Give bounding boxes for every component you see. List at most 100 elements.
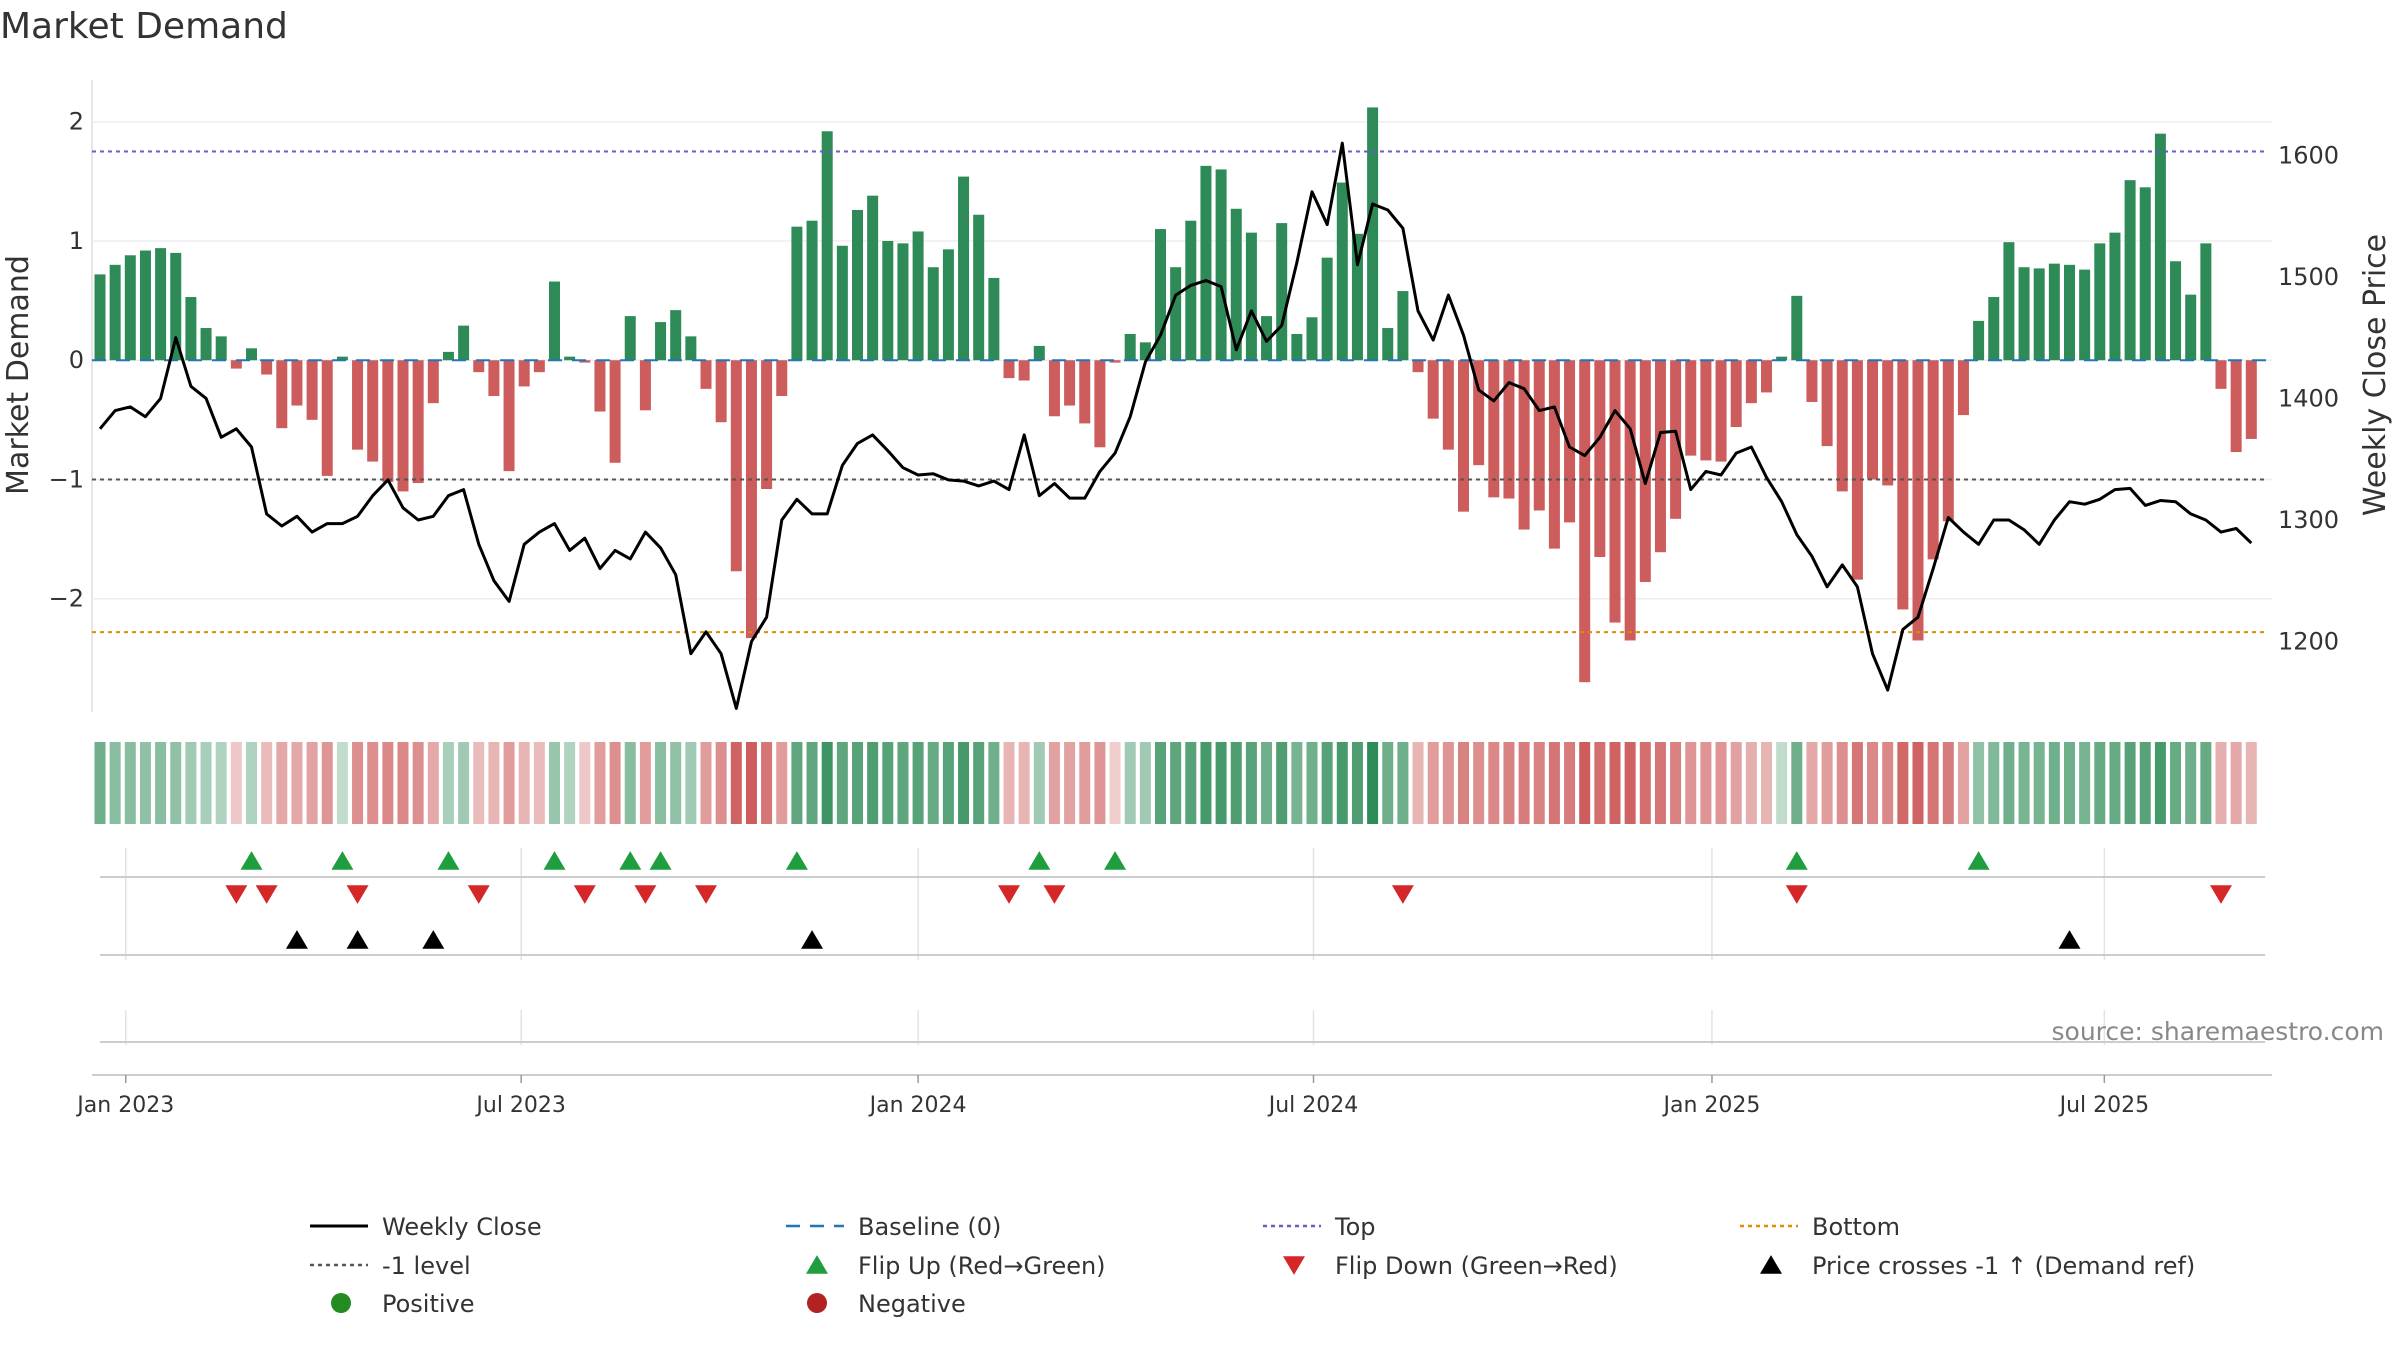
demand-bar xyxy=(109,264,121,361)
legend-label: Flip Up (Red→Green) xyxy=(858,1252,1106,1280)
demand-bar xyxy=(1200,165,1212,361)
demand-bar xyxy=(1124,333,1136,361)
demand-bar xyxy=(1458,360,1469,512)
demand-strip-cell xyxy=(1533,742,1545,824)
demand-bar xyxy=(442,351,454,361)
y-tick-label: −2 xyxy=(49,585,84,613)
demand-strip-cell xyxy=(124,742,136,824)
demand-bar xyxy=(1821,360,1833,447)
demand-strip-cell xyxy=(230,742,242,824)
flip-down-marker xyxy=(573,885,596,904)
legend-swatch xyxy=(806,1255,828,1274)
demand-bar xyxy=(1942,360,1954,522)
demand-strip-cell xyxy=(1442,742,1454,824)
demand-bar xyxy=(1473,360,1485,466)
demand-bar xyxy=(1048,360,1060,417)
demand-bar xyxy=(1867,360,1879,480)
legend-item: Baseline (0) xyxy=(786,1213,1001,1241)
demand-strip-cell xyxy=(1973,742,1985,824)
demand-strip-cell xyxy=(2215,742,2227,824)
legend-label: Baseline (0) xyxy=(858,1213,1001,1241)
demand-strip-cell xyxy=(1579,742,1591,824)
demand-strip-cell xyxy=(836,742,848,824)
demand-strip-cell xyxy=(1397,742,1409,824)
demand-strip-cell xyxy=(1851,742,1863,824)
price-cross-marker xyxy=(285,930,308,949)
demand-bar xyxy=(261,360,273,375)
demand-bar xyxy=(2245,360,2257,439)
demand-strip-cell xyxy=(1745,742,1757,824)
chart-title: Market Demand xyxy=(0,6,288,47)
demand-strip-cell xyxy=(518,742,530,824)
flip-down-marker xyxy=(1785,885,1808,904)
demand-strip-cell xyxy=(1336,742,1348,824)
y-tick-label: 0 xyxy=(69,346,84,374)
demand-strip-cell xyxy=(1488,742,1500,824)
demand-bar xyxy=(397,360,409,492)
demand-strip-cell xyxy=(927,742,939,824)
flip-down-marker xyxy=(2210,885,2232,904)
demand-strip-cell xyxy=(2003,742,2015,824)
demand-bar xyxy=(2200,243,2212,361)
demand-bar xyxy=(215,336,227,361)
demand-strip-cell xyxy=(155,742,167,824)
demand-bar xyxy=(700,360,712,389)
demand-bar xyxy=(1306,317,1318,361)
demand-strip-cell xyxy=(1033,742,1045,824)
demand-bar xyxy=(352,360,364,450)
demand-bar xyxy=(988,277,1000,361)
demand-strip-cell xyxy=(1927,742,1939,824)
flip-down-marker xyxy=(467,885,490,904)
demand-bar xyxy=(973,214,985,361)
legend-swatch xyxy=(1760,1255,1782,1274)
demand-bar xyxy=(1215,169,1227,361)
flip-down-marker xyxy=(225,885,248,904)
demand-strip-cell xyxy=(1139,742,1151,824)
demand-bar xyxy=(1033,345,1045,361)
demand-strip-cell xyxy=(1261,742,1273,824)
demand-bar xyxy=(185,297,197,361)
x-tick-label: Jan 2023 xyxy=(75,1093,174,1118)
demand-bar xyxy=(155,248,167,361)
demand-strip-cell xyxy=(412,742,424,824)
flip-down-marker xyxy=(998,885,1020,904)
x-axis-ticks: Jan 2023 Jul 2023 Jan 2024 Jul 2024 Jan 2025… xyxy=(75,1075,2149,1118)
demand-strip-cell xyxy=(730,742,742,824)
demand-strip-cell xyxy=(988,742,1000,824)
legend-item: Top xyxy=(1263,1213,1376,1241)
demand-strip-cell xyxy=(1670,742,1682,824)
demand-strip-cell xyxy=(670,742,682,824)
x-tick-label: Jan 2025 xyxy=(1662,1093,1761,1118)
demand-bar xyxy=(2018,267,2030,361)
legend-label: Negative xyxy=(858,1290,966,1318)
demand-bar xyxy=(1064,360,1076,406)
demand-strip-cell xyxy=(2230,742,2242,824)
demand-strip-cell xyxy=(261,742,273,824)
demand-bar xyxy=(776,360,788,396)
demand-bar xyxy=(1579,360,1591,683)
flip-down-marker xyxy=(1391,885,1414,904)
demand-bar xyxy=(715,360,727,423)
demand-bar xyxy=(276,360,288,429)
demand-bar xyxy=(1155,229,1166,361)
demand-strip-cell xyxy=(1988,742,2000,824)
demand-bar xyxy=(1412,360,1424,373)
demand-bar xyxy=(1109,360,1121,363)
demand-bar xyxy=(927,267,939,361)
demand-strip-cell xyxy=(427,742,439,824)
demand-strip-cell xyxy=(1276,742,1288,824)
weekly-close-series xyxy=(98,141,2253,710)
demand-strip-cell xyxy=(306,742,318,824)
demand-strip-cell xyxy=(761,742,773,824)
demand-bar xyxy=(624,316,636,361)
demand-strip-cell xyxy=(1367,742,1379,824)
demand-strip-cell xyxy=(1654,742,1666,824)
demand-strip-cell xyxy=(549,742,560,824)
demand-strip-cell xyxy=(2064,742,2075,824)
demand-strip-cell xyxy=(1458,742,1469,824)
demand-bar xyxy=(1442,360,1454,450)
gridlines xyxy=(91,80,2272,1076)
demand-heat-strip xyxy=(94,742,2257,824)
demand-strip-cell xyxy=(1170,742,1182,824)
